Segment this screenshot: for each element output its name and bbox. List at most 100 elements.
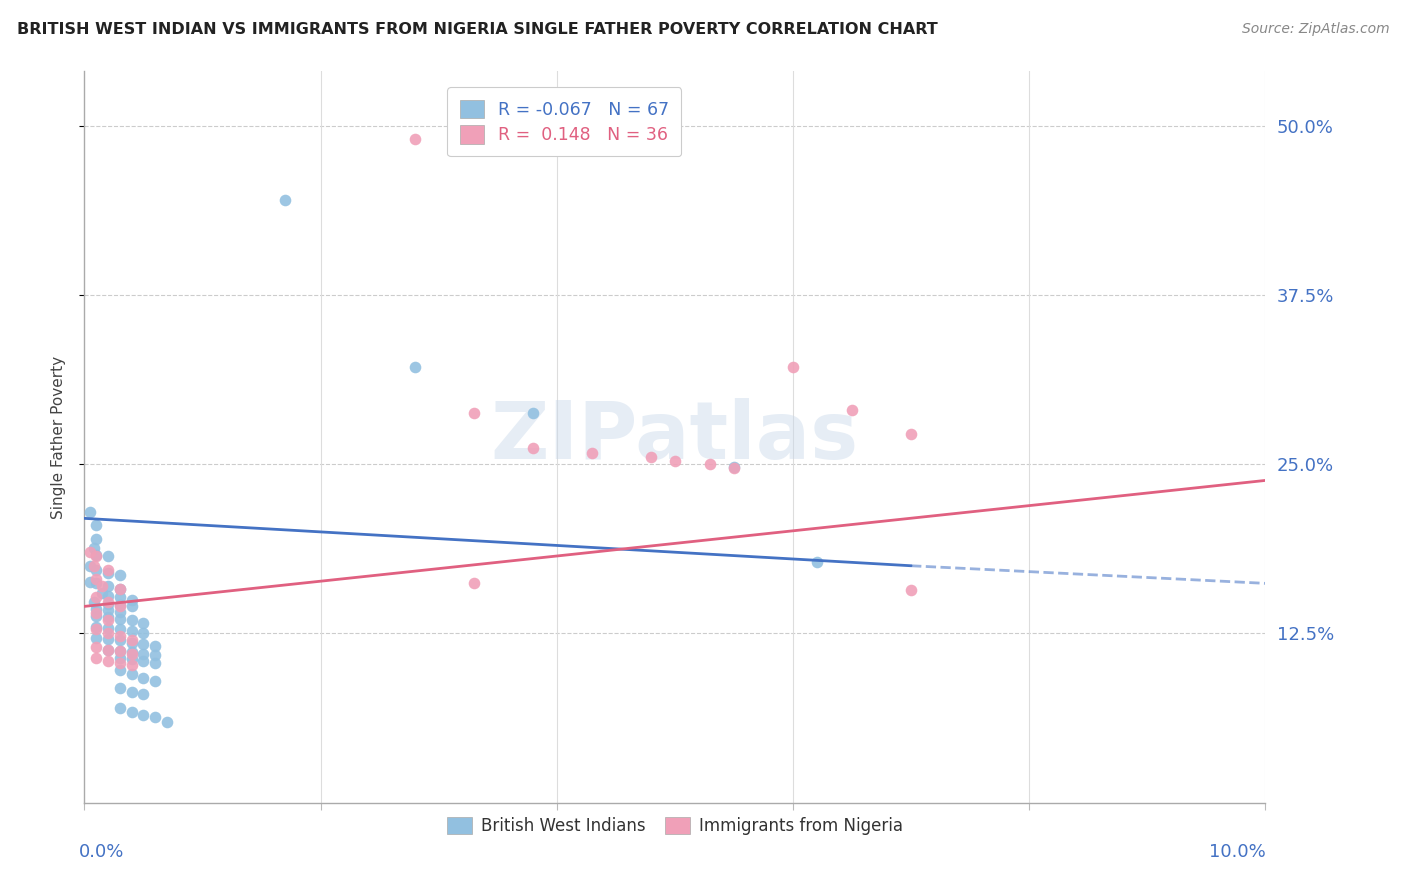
Point [97, 632, 120, 646]
Text: ZIPatlas: ZIPatlas [491, 398, 859, 476]
Point [97, 654, 120, 668]
Point [108, 605, 131, 619]
Point [84, 631, 107, 645]
Point [97, 642, 120, 657]
Point [121, 667, 143, 681]
Point [121, 645, 143, 659]
Point [108, 599, 131, 614]
Point [108, 651, 131, 665]
Point [121, 652, 143, 666]
Point [84, 640, 107, 654]
Point [84, 576, 107, 591]
Point [108, 611, 131, 625]
Point [404, 359, 426, 374]
Point [83, 558, 105, 573]
Point [84, 572, 107, 586]
Point [97, 563, 120, 577]
Point [900, 583, 922, 598]
Point [97, 589, 120, 603]
Point [132, 688, 155, 702]
Point [121, 599, 143, 614]
Point [723, 459, 745, 474]
Point [97, 566, 120, 580]
Point [463, 576, 485, 591]
Point [84, 651, 107, 665]
Point [699, 457, 721, 471]
Point [79, 574, 101, 589]
Point [84, 548, 107, 562]
Point [274, 193, 297, 207]
Legend: British West Indians, Immigrants from Nigeria: British West Indians, Immigrants from Ni… [440, 811, 910, 842]
Point [84, 606, 107, 620]
Point [84, 518, 107, 533]
Point [404, 132, 426, 146]
Point [156, 714, 179, 729]
Point [108, 644, 131, 658]
Point [91, 586, 114, 600]
Point [97, 595, 120, 609]
Point [581, 446, 603, 460]
Point [132, 647, 155, 661]
Point [121, 647, 143, 661]
Point [143, 657, 166, 671]
Point [522, 406, 544, 420]
Point [97, 597, 120, 611]
Point [84, 602, 107, 616]
Point [108, 657, 131, 671]
Point [121, 636, 143, 650]
Point [143, 639, 166, 653]
Point [97, 603, 120, 617]
Point [108, 663, 131, 677]
Point [97, 613, 120, 627]
Point [121, 684, 143, 698]
Point [84, 620, 107, 634]
Point [97, 621, 120, 635]
Point [91, 579, 114, 593]
Point [806, 555, 828, 569]
Point [723, 461, 745, 475]
Point [900, 427, 922, 442]
Point [108, 633, 131, 648]
Point [97, 610, 120, 624]
Point [132, 654, 155, 668]
Point [132, 637, 155, 651]
Point [108, 598, 131, 612]
Point [132, 671, 155, 685]
Point [108, 623, 131, 637]
Point [664, 454, 686, 468]
Point [79, 545, 101, 559]
Point [84, 563, 107, 577]
Point [84, 590, 107, 604]
Point [121, 705, 143, 719]
Point [108, 701, 131, 715]
Point [108, 629, 131, 643]
Point [108, 582, 131, 596]
Point [143, 673, 166, 688]
Point [97, 549, 120, 564]
Point [463, 406, 485, 420]
Point [108, 681, 131, 695]
Point [121, 657, 143, 672]
Point [108, 590, 131, 604]
Point [84, 532, 107, 546]
Point [84, 623, 107, 637]
Y-axis label: Single Father Poverty: Single Father Poverty [51, 356, 66, 518]
Point [132, 615, 155, 630]
Point [121, 633, 143, 648]
Point [97, 579, 120, 593]
Text: Source: ZipAtlas.com: Source: ZipAtlas.com [1241, 22, 1389, 37]
Point [132, 626, 155, 640]
Point [108, 568, 131, 582]
Point [522, 441, 544, 455]
Point [841, 403, 863, 417]
Point [79, 505, 101, 519]
Point [108, 644, 131, 658]
Point [97, 626, 120, 640]
Point [108, 582, 131, 596]
Text: BRITISH WEST INDIAN VS IMMIGRANTS FROM NIGERIA SINGLE FATHER POVERTY CORRELATION: BRITISH WEST INDIAN VS IMMIGRANTS FROM N… [17, 22, 938, 37]
Point [782, 359, 804, 374]
Point [143, 648, 166, 662]
Point [79, 558, 101, 573]
Text: 0.0%: 0.0% [79, 843, 124, 861]
Point [132, 707, 155, 722]
